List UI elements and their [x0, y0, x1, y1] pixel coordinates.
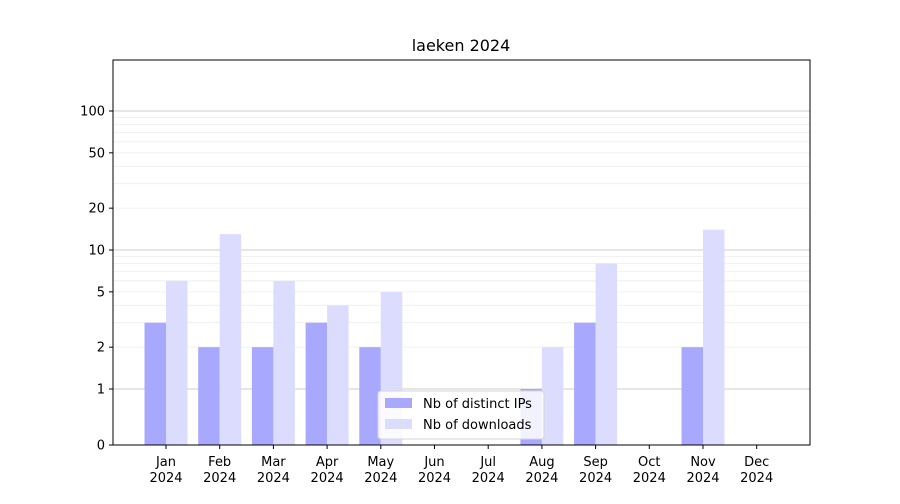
- x-tick-year: 2024: [418, 471, 451, 486]
- x-tick-year: 2024: [740, 471, 773, 486]
- x-tick-month: Jun: [423, 455, 444, 470]
- x-tick-label: Mar 2024: [257, 455, 290, 486]
- x-tick-month: Feb: [208, 455, 231, 470]
- legend-swatch: [385, 398, 412, 408]
- chart-title: laeken 2024: [412, 36, 511, 55]
- bar-downloads-feb: [219, 234, 242, 445]
- x-tick-month: Aug: [529, 455, 554, 470]
- plot-frame: [112, 59, 811, 446]
- y-tick-label: 2: [97, 341, 105, 356]
- x-tick-year: 2024: [579, 471, 612, 486]
- x-tick-label: Sep 2024: [579, 455, 612, 486]
- x-tick-label: Oct 2024: [633, 455, 666, 486]
- x-tick-month: Sep: [583, 455, 608, 470]
- x-tick-month: Mar: [261, 455, 286, 470]
- x-tick-label: Dec 2024: [740, 455, 773, 486]
- y-tick-label: 0: [97, 439, 105, 454]
- x-tick-year: 2024: [686, 471, 719, 486]
- y-tick-label: 100: [80, 105, 105, 120]
- legend-label: Nb of distinct IPs: [423, 397, 532, 412]
- y-tick-label: 50: [88, 146, 105, 161]
- x-tick-year: 2024: [525, 471, 558, 486]
- x-tick-year: 2024: [203, 471, 236, 486]
- bar-distinct-ips-may: [359, 347, 381, 445]
- x-tick-month: Jan: [155, 455, 176, 470]
- bar-distinct-ips-mar: [251, 347, 274, 445]
- bar-distinct-ips-jan: [144, 322, 166, 445]
- bar-distinct-ips-apr: [305, 322, 328, 445]
- x-tick-month: Dec: [744, 455, 769, 470]
- x-tick-label: Aug 2024: [525, 455, 558, 486]
- x-tick-month: Jul: [479, 455, 496, 470]
- x-tick-label: Jul 2024: [472, 455, 505, 486]
- x-tick-year: 2024: [472, 471, 505, 486]
- y-tick-label: 20: [88, 202, 105, 217]
- x-tick-month: Oct: [638, 455, 660, 470]
- x-tick-year: 2024: [633, 471, 666, 486]
- bar-distinct-ips-nov: [681, 347, 703, 445]
- x-tick-year: 2024: [364, 471, 397, 486]
- bar-downloads-apr: [327, 305, 349, 445]
- x-tick-month: May: [367, 455, 394, 470]
- x-tick-label: Jan 2024: [149, 455, 182, 486]
- bar-downloads-sep: [595, 263, 618, 445]
- x-tick-year: 2024: [149, 471, 182, 486]
- bar-downloads-mar: [273, 280, 295, 445]
- bars-layer: [144, 229, 725, 445]
- bar-distinct-ips-sep: [574, 322, 596, 445]
- bar-downloads-jan: [166, 280, 188, 445]
- x-tick-label: Apr 2024: [311, 455, 344, 486]
- legend: Nb of distinct IPs Nb of downloads: [377, 390, 545, 440]
- bar-downloads-aug: [541, 347, 564, 445]
- y-axis: 0 1 2 5 10 20 50 100: [80, 105, 113, 454]
- x-tick-label: Nov 2024: [686, 455, 719, 486]
- bar-distinct-ips-feb: [198, 347, 220, 445]
- x-tick-month: Nov: [690, 455, 716, 470]
- bar-downloads-nov: [703, 229, 725, 445]
- x-tick-year: 2024: [257, 471, 290, 486]
- x-tick-label: Feb 2024: [203, 455, 236, 486]
- y-tick-label: 10: [88, 244, 105, 259]
- legend-box: [377, 390, 545, 440]
- legend-label: Nb of downloads: [423, 418, 532, 433]
- x-tick-label: May 2024: [364, 455, 397, 486]
- y-tick-label: 1: [97, 383, 105, 398]
- x-tick-year: 2024: [311, 471, 344, 486]
- y-tick-label: 5: [97, 285, 105, 300]
- legend-swatch: [385, 419, 412, 429]
- x-tick-label: Jun 2024: [418, 455, 451, 486]
- x-tick-month: Apr: [316, 455, 339, 470]
